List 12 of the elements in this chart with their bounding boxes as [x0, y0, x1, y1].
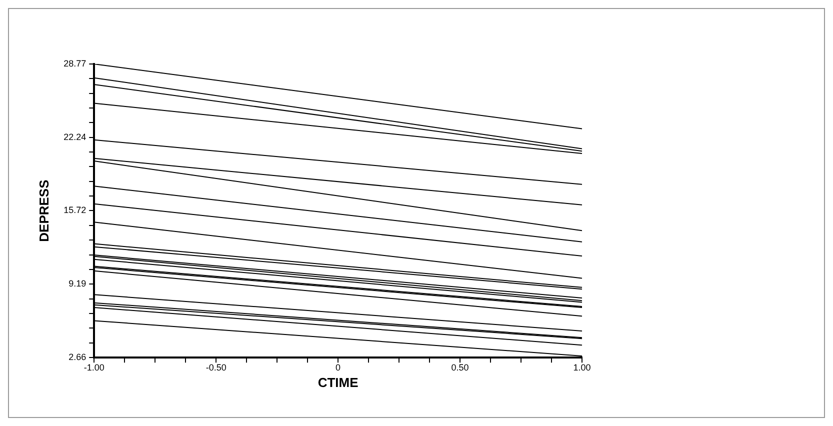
- x-axis-title: CTIME: [318, 374, 359, 390]
- y-tick-label: 9.19: [68, 278, 86, 289]
- y-tick-label: 22.24: [64, 132, 86, 142]
- x-tick-label: 0: [336, 362, 341, 372]
- y-axis-title: DEPRESS: [36, 179, 52, 242]
- x-tick-label: -0.50: [206, 362, 226, 372]
- x-tick-label: 0.50: [451, 362, 469, 372]
- y-tick-label: 28.77: [64, 58, 86, 68]
- y-tick-label: 15.72: [64, 205, 86, 216]
- y-tick-label: 2.66: [68, 352, 86, 362]
- x-tick-label: 1.00: [573, 362, 591, 372]
- x-tick-label: -1.00: [84, 362, 104, 372]
